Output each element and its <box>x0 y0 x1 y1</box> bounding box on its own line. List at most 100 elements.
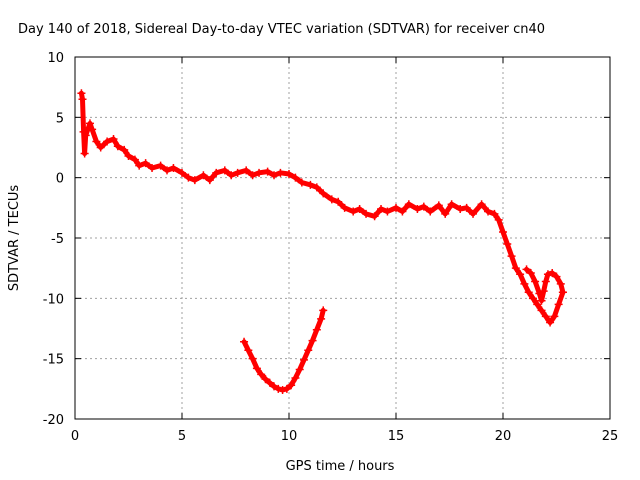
data-point <box>248 171 257 180</box>
data-point <box>242 166 251 175</box>
data-point <box>287 381 296 390</box>
data-point <box>77 89 86 98</box>
data-point <box>528 294 537 303</box>
data-point <box>163 166 172 175</box>
data-point <box>141 159 150 168</box>
data-point <box>419 202 428 211</box>
data-point <box>546 318 555 327</box>
data-point <box>447 200 456 209</box>
data-point <box>297 178 306 187</box>
data-point <box>299 355 308 364</box>
data-point <box>85 119 94 128</box>
x-tick-label: 25 <box>602 429 619 444</box>
data-point <box>295 365 304 374</box>
data-point <box>81 131 90 140</box>
y-axis-label: SDTVAR / TECUs <box>7 185 22 292</box>
data-point <box>96 143 105 152</box>
data-point <box>80 149 89 158</box>
data-point <box>156 161 165 170</box>
data-point <box>535 289 544 298</box>
data-point <box>556 279 565 288</box>
data-point <box>383 207 392 216</box>
data-point <box>261 375 270 384</box>
chart-title: Day 140 of 2018, Sidereal Day-to-day VTE… <box>18 22 545 37</box>
data-point <box>462 203 471 212</box>
data-point <box>327 195 336 204</box>
data-point <box>291 373 300 382</box>
data-point <box>103 137 112 146</box>
data-point <box>370 212 379 221</box>
grid-layer <box>75 57 610 419</box>
data-point <box>205 176 214 185</box>
data-point <box>130 155 139 164</box>
data-point <box>276 168 285 177</box>
y-tick-label: -5 <box>51 232 64 247</box>
data-point <box>558 288 567 297</box>
data-point <box>319 189 328 198</box>
x-tick-label: 20 <box>495 429 512 444</box>
data-point <box>227 171 236 180</box>
data-point <box>285 170 293 179</box>
data-point <box>274 384 283 393</box>
data-point <box>340 203 349 212</box>
data-point <box>120 145 129 154</box>
data-point <box>537 306 546 315</box>
data-point <box>270 171 279 180</box>
data-point <box>92 137 101 146</box>
data-point <box>550 312 559 321</box>
data-point <box>178 168 186 177</box>
data-point <box>124 151 133 160</box>
x-tick-label: 15 <box>388 429 405 444</box>
data-point <box>199 171 208 180</box>
series-layer <box>77 89 567 395</box>
data-point <box>469 209 478 218</box>
data-point <box>494 215 503 224</box>
data-point <box>319 306 328 315</box>
data-point <box>522 265 531 274</box>
data-point <box>190 176 199 185</box>
data-point <box>539 287 548 296</box>
data-point <box>212 168 221 177</box>
data-point <box>312 183 321 192</box>
data-point <box>278 386 287 395</box>
x-tick-label: 0 <box>71 429 79 444</box>
data-point <box>184 173 193 182</box>
data-point <box>554 300 563 309</box>
data-point <box>543 270 552 279</box>
x-axis-label: GPS time / hours <box>286 459 395 474</box>
data-point <box>533 300 542 309</box>
data-point <box>441 209 450 218</box>
data-point <box>413 205 422 214</box>
data-point <box>426 207 435 216</box>
data-point <box>291 173 300 182</box>
data-point <box>282 384 291 393</box>
y-tick-label: -20 <box>43 413 64 428</box>
data-point <box>109 135 118 144</box>
y-tick-label: 10 <box>47 51 64 66</box>
data-point <box>148 164 157 173</box>
data-point <box>244 346 253 355</box>
data-point <box>531 277 540 286</box>
data-point <box>355 205 364 214</box>
data-point <box>308 336 317 345</box>
data-point <box>349 207 358 216</box>
data-point <box>377 205 386 214</box>
data-point <box>78 95 87 104</box>
data-point <box>317 314 326 323</box>
data-point <box>257 370 266 379</box>
data-point <box>456 205 465 214</box>
data-point <box>503 240 512 249</box>
data-point <box>306 180 315 189</box>
data-point <box>490 209 499 218</box>
data-point <box>511 264 520 273</box>
data-point <box>220 166 229 175</box>
data-point <box>548 268 557 277</box>
x-tick-label: 5 <box>178 429 186 444</box>
data-point <box>88 125 97 134</box>
data-point <box>362 209 371 218</box>
data-point <box>334 197 343 206</box>
data-point <box>169 164 178 173</box>
data-point <box>113 142 122 151</box>
data-point <box>255 168 264 177</box>
